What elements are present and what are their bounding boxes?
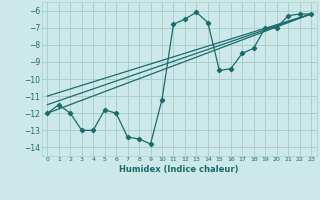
X-axis label: Humidex (Indice chaleur): Humidex (Indice chaleur) xyxy=(119,165,239,174)
